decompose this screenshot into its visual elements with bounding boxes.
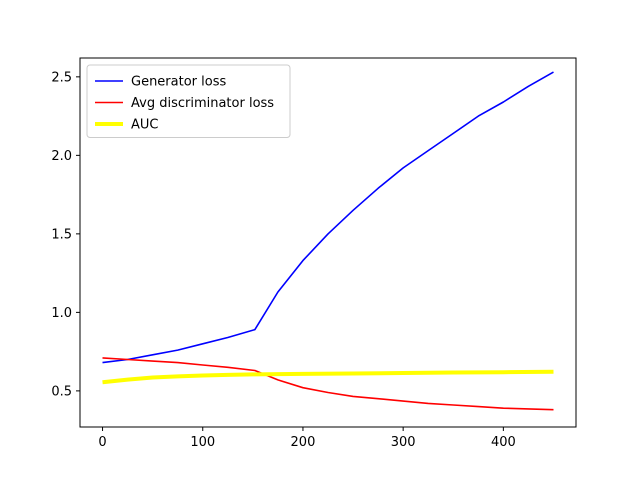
y-tick-label: 2.0	[51, 149, 72, 164]
axes-frame	[79, 57, 577, 428]
y-tick-label: 1.5	[51, 227, 72, 242]
x-tick-label: 200	[291, 435, 316, 450]
y-tick-label: 0.5	[51, 384, 72, 399]
x-tick-label: 300	[391, 435, 416, 450]
series-line-2	[102, 357, 554, 411]
x-tick-label: 0	[98, 435, 106, 450]
x-axis: 0 100 200 300 400	[98, 427, 516, 450]
series-line-1	[102, 71, 554, 364]
legend-label: Avg discriminator loss	[131, 96, 274, 111]
y-axis: 0.5 1.0 1.5 2.0 2.5	[51, 70, 80, 399]
series-line-3	[102, 369, 554, 385]
series-layer	[102, 71, 554, 411]
y-tick-label: 1.0	[51, 306, 72, 321]
y-tick-label: 2.5	[51, 70, 72, 85]
legend-label: AUC	[131, 118, 159, 133]
legend-label: Generator loss	[131, 75, 226, 90]
x-tick-label: 100	[190, 435, 215, 450]
legend: Generator loss Avg discriminator loss AUC	[86, 64, 291, 138]
x-tick-label: 400	[491, 435, 516, 450]
legend-box	[86, 64, 291, 138]
